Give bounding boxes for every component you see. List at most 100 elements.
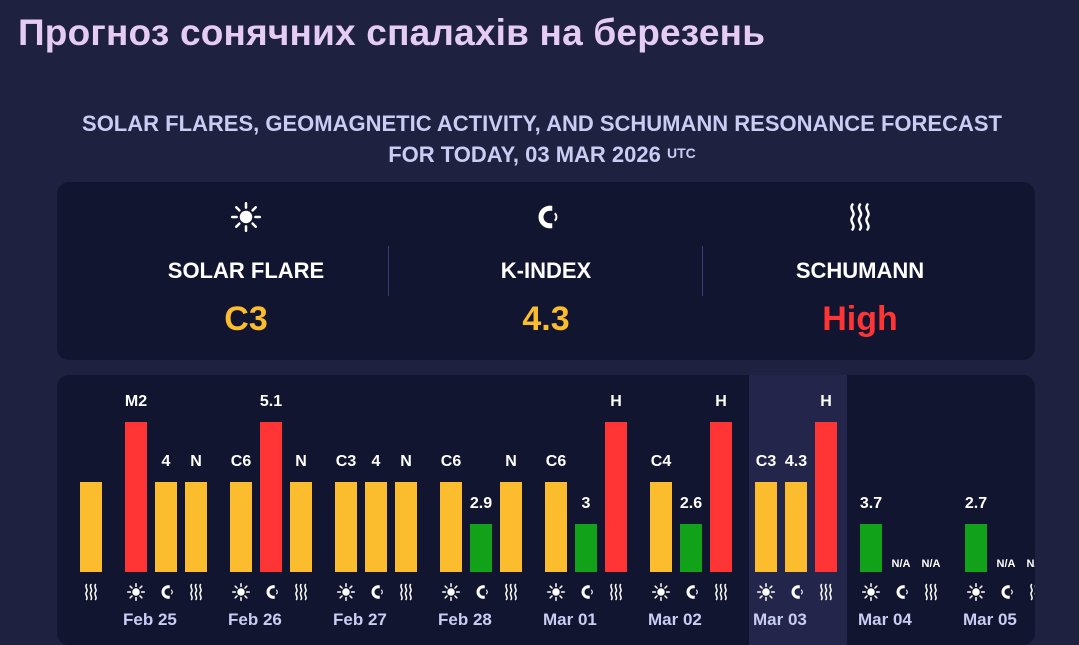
date-label: Feb 27 — [333, 610, 387, 629]
bar-value-label: C4 — [650, 453, 672, 470]
summary-label-solar-flare: SOLAR FLARE — [167, 258, 325, 283]
forecast-bar[interactable] — [545, 482, 567, 572]
bar-value-label: 3.7 — [859, 495, 883, 512]
forecast-bar[interactable] — [680, 524, 702, 572]
sun-icon — [441, 582, 461, 602]
bar-value-label: C6 — [440, 453, 462, 470]
date-label: Feb 28 — [438, 610, 492, 629]
date-label: Feb 25 — [123, 610, 177, 629]
summary-solar-flare: SOLAR FLARE C3 — [83, 182, 409, 360]
forecast-subtitle-text: Solar flares, geomagnetic activity, and … — [82, 111, 1002, 167]
forecast-bar[interactable] — [500, 482, 522, 572]
forecast-bar[interactable] — [185, 482, 207, 572]
bar-value-label: 4.3 — [784, 453, 808, 470]
bar-value-label: M2 — [124, 393, 148, 410]
summary-divider — [702, 246, 703, 296]
forecast-bar[interactable] — [290, 482, 312, 572]
forecast-bar[interactable] — [80, 482, 102, 572]
wave-icon — [396, 582, 416, 602]
forecast-bar[interactable] — [125, 422, 147, 572]
sun-icon — [966, 582, 986, 602]
bar-value-label: C3 — [335, 453, 357, 470]
magnet-icon — [891, 582, 911, 602]
bar-value-label: 2.6 — [679, 495, 703, 512]
magnet-icon — [366, 582, 386, 602]
forecast-bar[interactable] — [365, 482, 387, 572]
forecast-bar[interactable] — [395, 482, 417, 572]
forecast-bar[interactable] — [710, 422, 732, 572]
summary-label-schumann: SCHUMANN — [795, 258, 925, 283]
bar-value-label: 4 — [161, 453, 171, 470]
utc-label: UTC — [667, 145, 696, 161]
forecast-bar[interactable] — [260, 422, 282, 572]
forecast-bar[interactable] — [575, 524, 597, 572]
forecast-bar[interactable] — [815, 422, 837, 572]
forecast-timeline[interactable]: M2 4 N Feb 25 C6 5.1 N Feb 26 C3 4 N Feb 27 C6 2.9 N Fe… — [57, 375, 1035, 645]
forecast-bar[interactable] — [860, 524, 882, 572]
sun-icon — [83, 202, 409, 234]
bar-value-label: N/A — [891, 558, 911, 570]
summary-value-k-index: 4.3 — [522, 300, 570, 338]
bar-value-label: N/A — [1026, 558, 1035, 570]
bar-value-label: N — [400, 453, 412, 470]
wave-icon — [291, 582, 311, 602]
sun-icon — [336, 582, 356, 602]
forecast-bar[interactable] — [335, 482, 357, 572]
magnet-icon — [383, 202, 709, 234]
forecast-bar[interactable] — [470, 524, 492, 572]
forecast-bar[interactable] — [650, 482, 672, 572]
forecast-bar[interactable] — [230, 482, 252, 572]
bar-value-label: C6 — [545, 453, 567, 470]
forecast-bar[interactable] — [755, 482, 777, 572]
bar-value-label: 2.9 — [469, 495, 493, 512]
bar-value-label: N — [190, 453, 202, 470]
summary-panel: SOLAR FLARE C3 K-INDEX 4.3 SCHUMANN High — [57, 182, 1035, 360]
bar-value-label: H — [610, 393, 622, 410]
forecast-bar[interactable] — [785, 482, 807, 572]
magnet-icon — [261, 582, 281, 602]
magnet-icon — [996, 582, 1016, 602]
wave-icon — [921, 582, 941, 602]
bar-value-label: C6 — [230, 453, 252, 470]
magnet-icon — [681, 582, 701, 602]
bar-value-label: N — [295, 453, 307, 470]
date-label: Mar 02 — [648, 610, 702, 629]
summary-label-k-index: K-INDEX — [500, 258, 592, 283]
wave-icon — [81, 582, 101, 602]
magnet-icon — [576, 582, 596, 602]
wave-icon — [711, 582, 731, 602]
sun-icon — [651, 582, 671, 602]
bar-value-label: N/A — [996, 558, 1016, 570]
wave-icon — [606, 582, 626, 602]
bar-value-label: 4 — [371, 453, 381, 470]
wave-icon — [1026, 582, 1035, 602]
magnet-icon — [786, 582, 806, 602]
magnet-icon — [471, 582, 491, 602]
bar-value-label: N/A — [921, 558, 941, 570]
bar-value-label: 2.7 — [964, 495, 988, 512]
date-label: Mar 05 — [963, 610, 1017, 629]
bar-value-label: H — [715, 393, 727, 410]
bar-value-label: H — [820, 393, 832, 410]
magnet-icon — [156, 582, 176, 602]
summary-k-index: K-INDEX 4.3 — [383, 182, 709, 360]
page-title: Прогноз сонячних спалахів на березень — [18, 12, 766, 53]
sun-icon — [546, 582, 566, 602]
forecast-bar[interactable] — [605, 422, 627, 572]
wave-icon — [697, 202, 1023, 234]
summary-value-schumann: High — [822, 300, 898, 338]
sun-icon — [756, 582, 776, 602]
bar-value-label: 3 — [581, 495, 591, 512]
forecast-bar[interactable] — [155, 482, 177, 572]
summary-schumann: SCHUMANN High — [697, 182, 1023, 360]
date-label: Mar 01 — [543, 610, 597, 629]
date-label: Feb 26 — [228, 610, 282, 629]
forecast-bar[interactable] — [440, 482, 462, 572]
sun-icon — [231, 582, 251, 602]
forecast-subtitle: Solar flares, geomagnetic activity, and … — [60, 108, 1024, 173]
summary-divider — [388, 246, 389, 296]
sun-icon — [126, 582, 146, 602]
bar-value-label: C3 — [755, 453, 777, 470]
forecast-bar[interactable] — [965, 524, 987, 572]
summary-value-solar-flare: C3 — [224, 300, 268, 338]
